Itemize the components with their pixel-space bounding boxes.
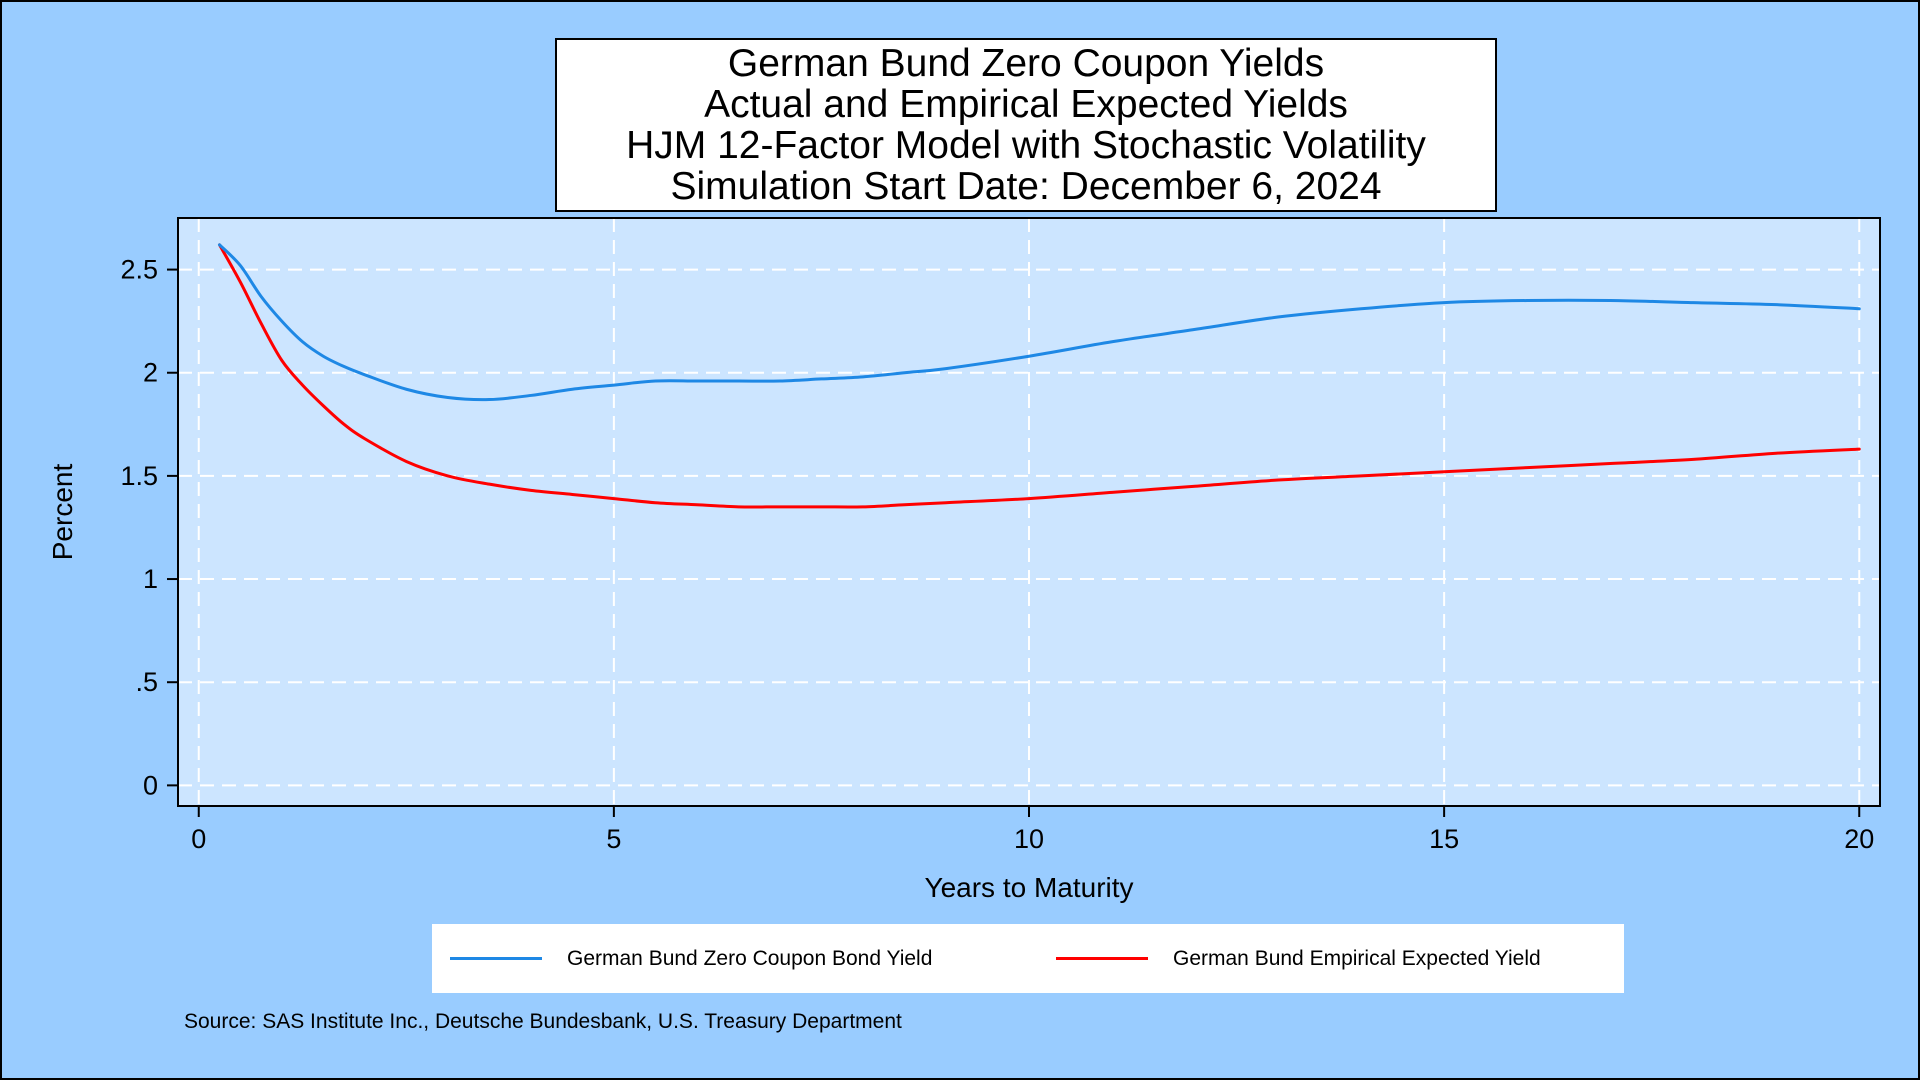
legend-swatch-expected-yield	[1056, 957, 1148, 960]
y-tick-label-3: 1.5	[120, 461, 158, 491]
x-tick-label-0: 0	[191, 824, 206, 854]
legend-item-actual-yield: German Bund Zero Coupon Bond Yield	[450, 924, 932, 993]
legend: German Bund Zero Coupon Bond Yield Germa…	[432, 924, 1624, 993]
x-tick-label-1: 5	[606, 824, 621, 854]
legend-swatch-actual-yield	[450, 957, 542, 960]
y-axis-label: Percent	[47, 464, 78, 561]
y-tick-label-0: 0	[143, 770, 158, 800]
x-tick-label-2: 10	[1014, 824, 1044, 854]
x-tick-label-4: 20	[1844, 824, 1874, 854]
y-tick-label-2: 1	[143, 564, 158, 594]
series-line-expected-yield	[218, 243, 1861, 509]
legend-label-expected-yield: German Bund Empirical Expected Yield	[1173, 946, 1541, 970]
y-tick-label-4: 2	[143, 358, 158, 388]
chart-title-line-3: HJM 12-Factor Model with Stochastic Vola…	[626, 124, 1426, 167]
legend-item-expected-yield: German Bund Empirical Expected Yield	[1056, 924, 1541, 993]
chart-title-line-4: Simulation Start Date: December 6, 2024	[670, 165, 1382, 208]
y-tick-label-5: 2.5	[120, 255, 158, 285]
chart-title-line-1: German Bund Zero Coupon Yields	[727, 42, 1325, 85]
chart-title-line-2: Actual and Empirical Expected Yields	[704, 83, 1348, 126]
source-note: Source: SAS Institute Inc., Deutsche Bun…	[184, 1010, 902, 1033]
legend-label-actual-yield: German Bund Zero Coupon Bond Yield	[567, 946, 933, 970]
series-line-actual-yield	[218, 243, 1861, 402]
x-tick-label-3: 15	[1429, 824, 1459, 854]
y-tick-label-1: .5	[135, 667, 158, 697]
x-axis-label: Years to Maturity	[924, 872, 1133, 903]
chart-title-box: German Bund Zero Coupon Yields Actual an…	[555, 38, 1497, 212]
